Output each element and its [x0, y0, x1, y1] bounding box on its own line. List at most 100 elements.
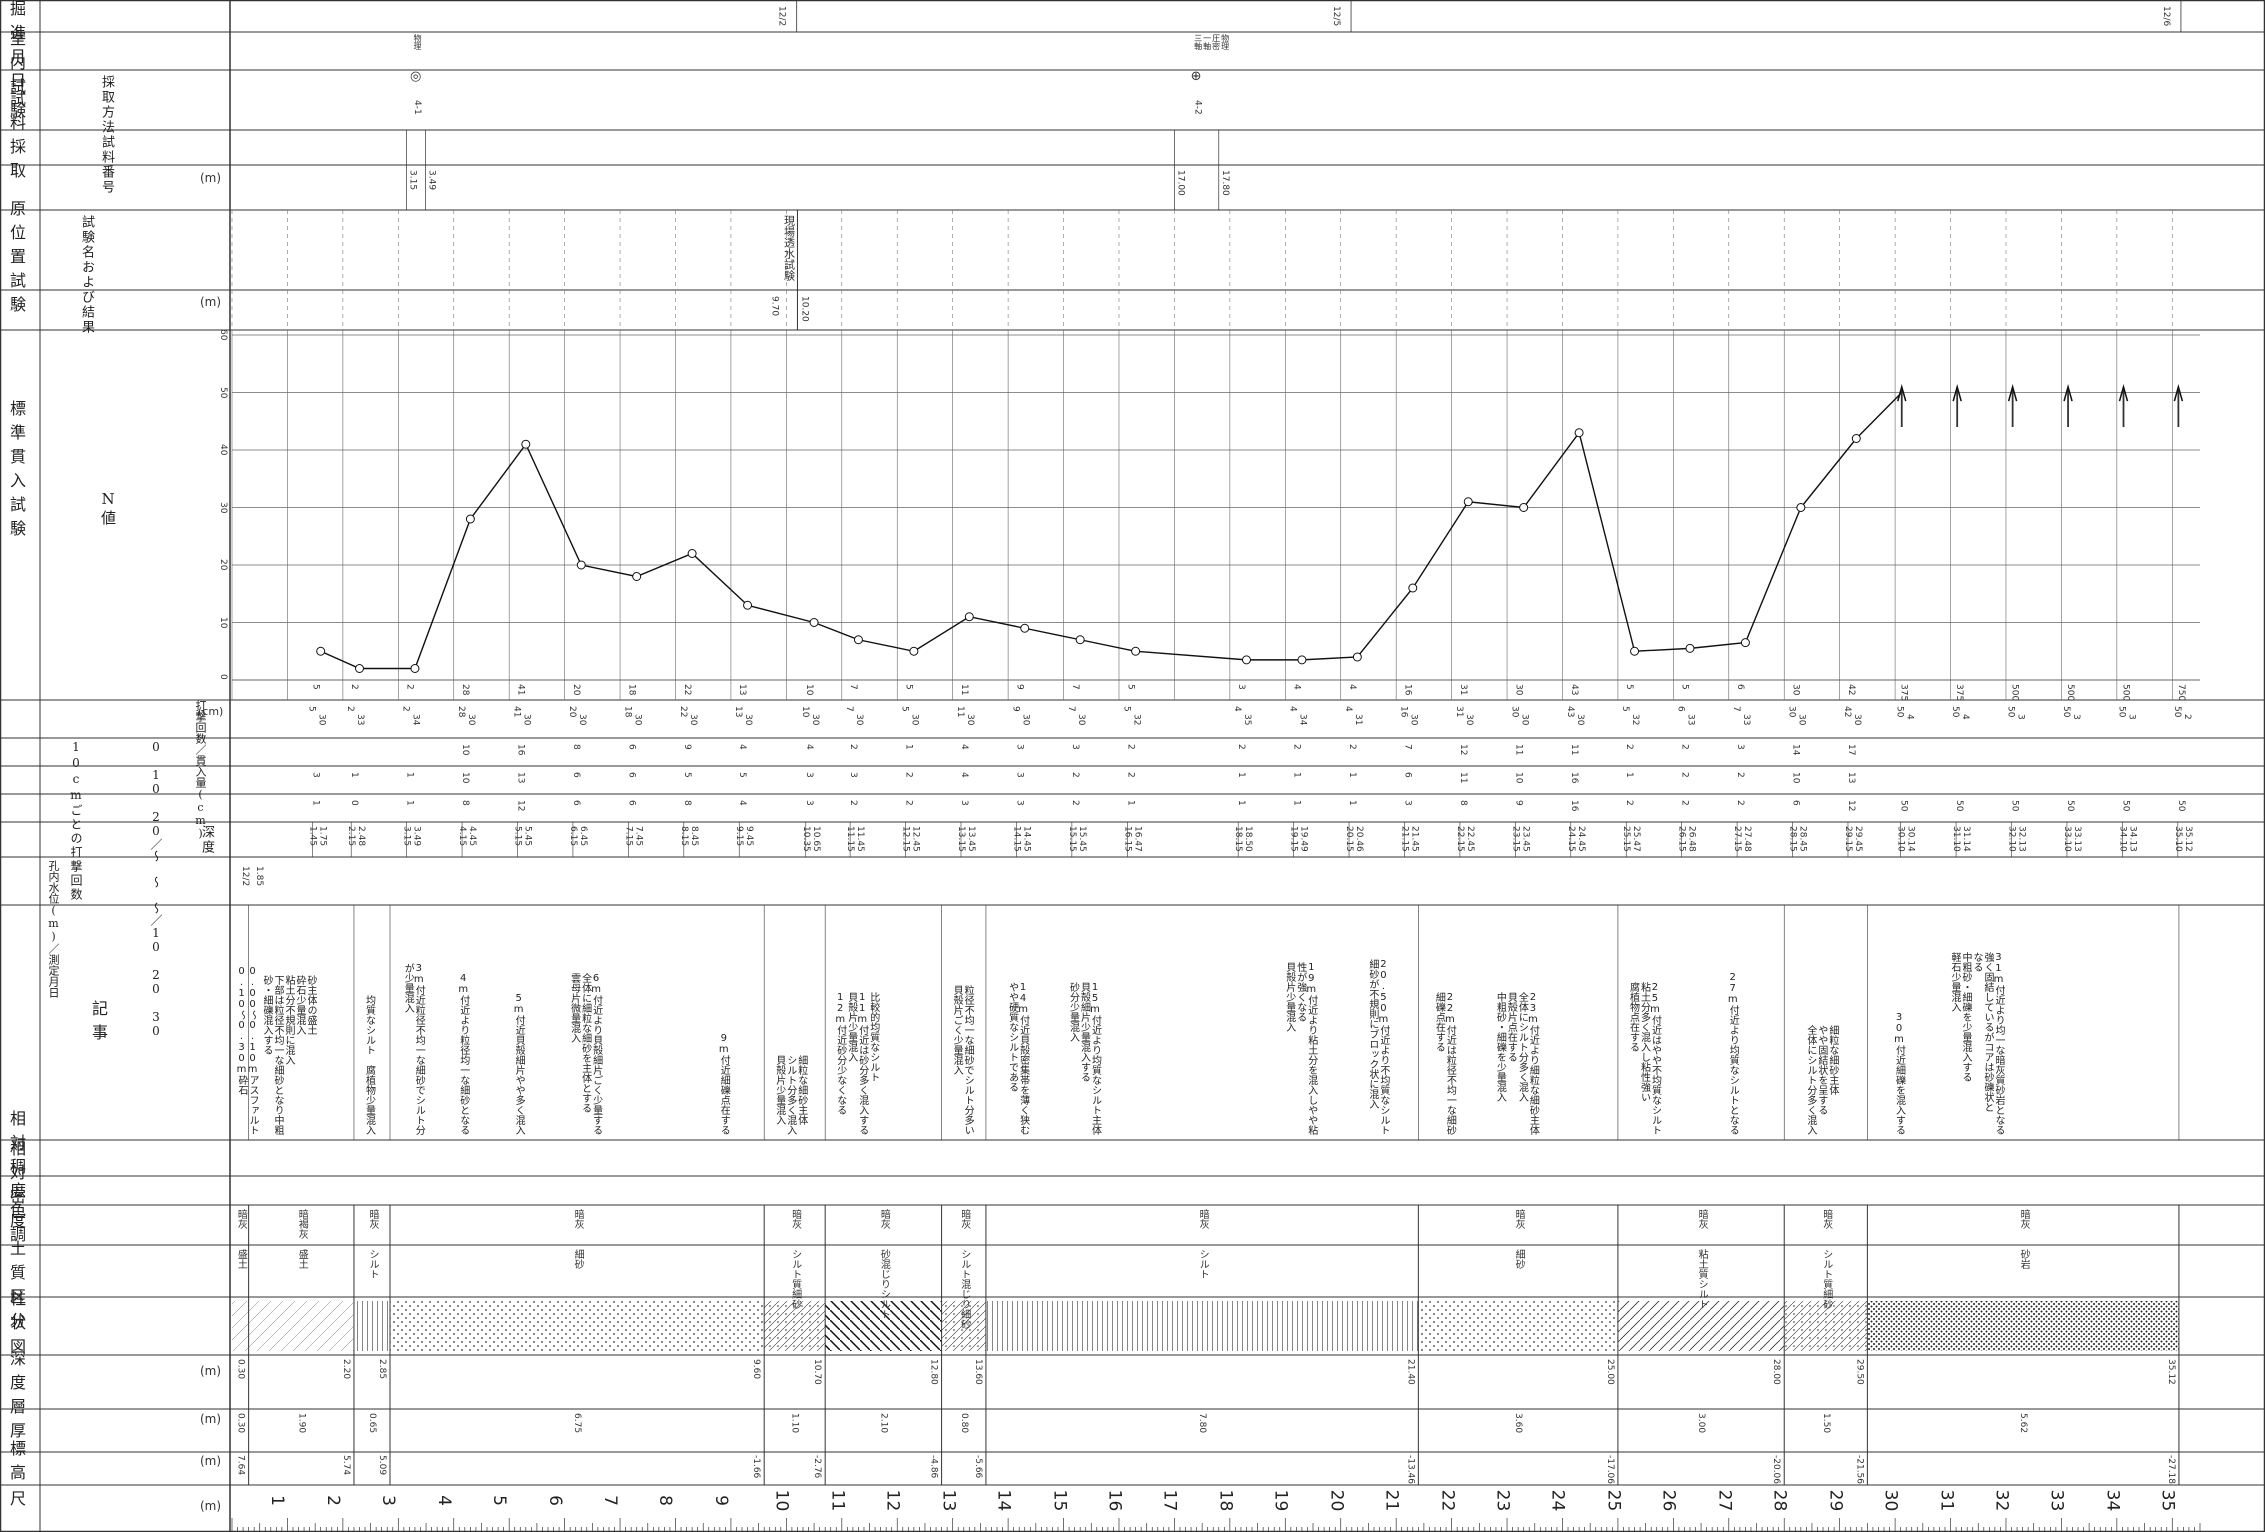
spt-blow-1: 50 — [1954, 800, 1965, 812]
spt-blow-1: 50 — [1898, 800, 1909, 812]
nvalue-point — [465, 514, 475, 524]
spt-blow-1: 50 — [2064, 800, 2075, 812]
header-sample: 試料採取 — [7, 90, 26, 186]
sample-method-symbol: ◎ — [410, 69, 422, 84]
nvalue-point — [1796, 503, 1806, 512]
spt-total-blows: 4 — [1287, 706, 1298, 712]
spt-blow-2: 3 — [310, 772, 321, 778]
spt-penetration: 30 — [466, 714, 477, 726]
header-depth: 深度 — [7, 1350, 26, 1398]
spt-blow-1: 4 — [737, 800, 748, 806]
spt-total-blows: 50 — [2005, 706, 2016, 718]
spt-nvalue: 7 — [848, 684, 859, 690]
spt-depth-value: 14.15 — [1011, 826, 1022, 852]
spt-total-blows: 7 — [1731, 706, 1742, 712]
soil-column-fill — [248, 1301, 354, 1351]
depth-tick-label: 21 — [1381, 1489, 1402, 1512]
spt-end-depth: 29.45 — [1852, 826, 1863, 852]
remark-text: 4m付近より粒径均一な細砂となる — [457, 973, 469, 1135]
layer-soil-name: シルト — [1197, 1249, 1209, 1279]
layer-color-name: 暗灰 — [235, 1209, 247, 1229]
depth-tick-label: 30 — [1880, 1489, 1901, 1512]
layer-elevation-value: -5.66 — [972, 1455, 983, 1479]
spt-end-depth: 1.75 — [317, 826, 328, 847]
depth-tick-label: 9 — [710, 1495, 731, 1506]
spt-penetration: 31 — [1353, 714, 1364, 726]
spt-blow-1: 8 — [460, 800, 471, 806]
spt-end-depth: 10.65 — [810, 826, 821, 852]
spt-blow-2: 16 — [1568, 772, 1579, 784]
spt-depth-value: 33.10 — [2061, 826, 2072, 852]
spt-blow-3: 3 — [1735, 744, 1746, 750]
nvalue-point — [1740, 638, 1750, 648]
soil-column-silt — [353, 1301, 390, 1351]
nvalue-point — [1297, 655, 1307, 665]
layer-soil-name: シルト質細砂 — [1820, 1249, 1832, 1309]
spt-total-blows: 43 — [1564, 706, 1575, 718]
spt-blow-2: 10 — [1790, 772, 1801, 784]
remark-text: 細粒な細砂主体 シルト分多く混入 貝殻片少量混入 — [773, 1055, 807, 1135]
spt-penetration: 4 — [1960, 714, 1971, 720]
spt-end-depth: 11.45 — [855, 826, 866, 852]
nvalue-line-cap — [1855, 392, 1903, 439]
spt-nvalue: 5 — [310, 684, 321, 690]
spt-total-blows: 20 — [566, 706, 577, 718]
remark-text: 19m付近より粘土分を混入しやや粘 性が強くなる 貝殻片少量混入 — [1283, 962, 1317, 1135]
spt-blow-3: 10 — [460, 744, 471, 756]
spt-nvalue: 28 — [460, 684, 471, 696]
spt-nvalue: 500 — [2120, 684, 2131, 702]
header-blows-10cm: 10cmごとの打撃回数 — [69, 740, 83, 902]
spt-nvalue: 6 — [1735, 684, 1746, 690]
spt-blow-2: 2 — [1125, 772, 1136, 778]
spt-total-blows: 42 — [1841, 706, 1852, 718]
spt-depth-value: 29.15 — [1842, 826, 1853, 852]
nvalue-tick-label: 20 — [218, 559, 228, 571]
spt-nvalue: 9 — [1014, 684, 1025, 690]
remark-text: 比較的均質なシルト 11m付近は砂分多く混入する 貝殻片少量混入 12m付近砂分… — [834, 992, 879, 1135]
spt-depth-value: 25.15 — [1621, 826, 1632, 852]
spt-blow-1: 50 — [2120, 800, 2131, 812]
layer-thickness-value: 1.90 — [296, 1413, 307, 1434]
layer-depth-value: 9.60 — [751, 1359, 762, 1380]
spt-penetration: 30 — [687, 714, 698, 726]
depth-tick-label: 28 — [1769, 1489, 1790, 1512]
nvalue-point — [521, 439, 531, 449]
remark-text: 9m付近細礫点在する — [718, 1033, 730, 1135]
depth-tick-label: 6 — [544, 1495, 565, 1506]
depth-tick-label: 14 — [993, 1489, 1014, 1512]
spt-total-blows: 50 — [2171, 706, 2182, 718]
spt-depth-value: 2.15 — [346, 826, 357, 847]
nvalue-point — [1352, 652, 1362, 662]
spt-depth-value: 26.15 — [1676, 826, 1687, 852]
spt-end-depth: 32.13 — [2016, 826, 2027, 852]
spt-nvalue: 4 — [1347, 684, 1358, 690]
spt-nvalue: 43 — [1568, 684, 1579, 696]
spt-blow-3: 9 — [681, 744, 692, 750]
spt-end-depth: 8.45 — [688, 826, 699, 847]
nvalue-point — [632, 572, 642, 581]
spt-blow-2: 3 — [848, 772, 859, 778]
layer-depth-value: 13.60 — [972, 1359, 983, 1385]
nvalue-point — [687, 549, 697, 558]
soil-column-fill — [232, 1301, 249, 1351]
spt-total-blows: 50 — [1894, 706, 1905, 718]
layer-color-name: 暗灰 — [2018, 1209, 2030, 1229]
spt-penetration: 34 — [410, 714, 421, 726]
spt-depth-value: 6.15 — [567, 826, 578, 847]
spt-blow-2: 13 — [515, 772, 526, 784]
nvalue-point — [909, 646, 919, 656]
layer-elevation-value: 5.09 — [376, 1455, 387, 1476]
spt-depth-value: 34.10 — [2117, 826, 2128, 852]
depth-tick-label: 27 — [1714, 1489, 1735, 1512]
spt-total-blows: 18 — [622, 706, 633, 718]
layer-elevation-value: -13.46 — [1405, 1455, 1416, 1485]
remark-text: 27m付近より均質なシルトとなる — [1727, 972, 1739, 1135]
spt-penetration: 30 — [1463, 714, 1474, 726]
spt-penetration: 33 — [1741, 714, 1752, 726]
spt-end-depth: 22.45 — [1464, 826, 1475, 852]
soil-column-siltysand — [764, 1301, 826, 1351]
spt-total-blows: 2 — [345, 706, 356, 712]
spt-blow-2: 1 — [349, 772, 360, 778]
layer-color-name: 暗灰 — [1513, 1209, 1525, 1229]
